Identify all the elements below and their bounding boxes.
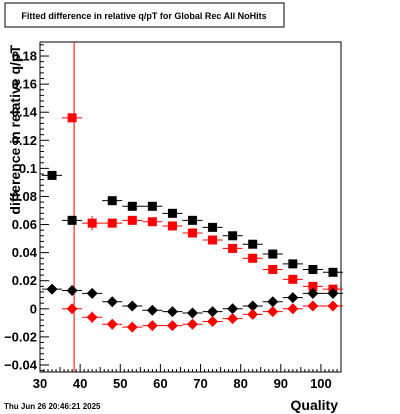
- y-axis-label: difference in relative q/pT: [7, 45, 23, 215]
- data-point-square: [127, 215, 137, 225]
- data-point-diamond: [327, 287, 339, 299]
- data-point-square: [248, 239, 258, 249]
- x-tick-label: 80: [233, 376, 247, 391]
- data-point-square: [127, 201, 137, 211]
- data-point-square: [107, 196, 117, 206]
- y-tick-label: 0.12: [12, 133, 37, 148]
- y-tick-label: 0.08: [12, 189, 37, 204]
- chart-title: Fitted difference in relative q/pT for G…: [21, 11, 266, 21]
- data-point-square: [288, 274, 298, 284]
- data-point-diamond: [307, 287, 319, 299]
- data-point-square: [87, 218, 97, 228]
- x-axis: 30 40 50 60 70 80 90 100: [33, 364, 342, 391]
- data-point-diamond: [46, 283, 58, 295]
- data-point-square: [268, 249, 278, 259]
- y-tick-label: 0.14: [12, 105, 38, 120]
- data-point-square: [328, 267, 338, 277]
- data-point-diamond: [307, 300, 319, 312]
- series-1: [62, 113, 344, 294]
- plot-frame: [39, 41, 342, 373]
- y-axis: −0.04 −0.02 0 0.02 0.04 0.06 0.08 0.1 0.12 0.14 0.…: [4, 44, 49, 372]
- x-tick-label: 40: [73, 376, 87, 391]
- y-tick-label: 0.04: [12, 245, 38, 260]
- data-point-diamond: [287, 292, 299, 304]
- data-point-square: [67, 215, 77, 225]
- data-point-square: [228, 231, 238, 241]
- data-point-diamond: [166, 306, 178, 318]
- y-tick-label: 0.18: [12, 49, 37, 64]
- data-point-square: [147, 217, 157, 227]
- data-point-square: [47, 170, 57, 180]
- data-point-diamond: [106, 318, 118, 330]
- data-point-square: [268, 264, 278, 274]
- data-point-diamond: [86, 311, 98, 323]
- data-point-diamond: [146, 304, 158, 316]
- data-point-diamond: [327, 300, 339, 312]
- data-point-square: [288, 259, 298, 269]
- y-tick-label: 0.16: [12, 77, 37, 92]
- data-point-square: [208, 222, 218, 232]
- x-tick-label: 60: [153, 376, 167, 391]
- data-point-square: [188, 228, 198, 238]
- data-point-diamond: [66, 285, 78, 297]
- x-tick-label: 100: [310, 376, 332, 391]
- data-point-square: [208, 235, 218, 245]
- data-point-diamond: [146, 320, 158, 332]
- data-point-diamond: [207, 306, 219, 318]
- data-point-diamond: [66, 303, 78, 315]
- data-point-square: [228, 243, 238, 253]
- data-point-square: [167, 208, 177, 218]
- timestamp-footer: Thu Jun 26 20:46:21 2025: [4, 402, 101, 411]
- data-point-diamond: [166, 320, 178, 332]
- data-point-diamond: [207, 315, 219, 327]
- data-point-diamond: [227, 313, 239, 325]
- x-tick-label: 30: [33, 376, 47, 391]
- data-point-diamond: [247, 300, 259, 312]
- data-point-diamond: [267, 306, 279, 318]
- y-tick-label: 0: [30, 301, 37, 316]
- y-tick-label: −0.02: [4, 329, 37, 344]
- series-0: [42, 170, 344, 277]
- y-tick-label: −0.04: [4, 357, 38, 372]
- data-point-diamond: [126, 321, 138, 333]
- series-layer: [42, 113, 344, 333]
- data-point-diamond: [227, 303, 239, 315]
- data-point-square: [248, 253, 258, 263]
- series-3: [62, 300, 344, 333]
- title-frame: [4, 2, 285, 28]
- data-point-square: [167, 221, 177, 231]
- data-point-square: [308, 264, 318, 274]
- x-axis-label: Quality: [291, 397, 339, 413]
- x-tick-label: 50: [113, 376, 127, 391]
- data-point-diamond: [287, 303, 299, 315]
- data-point-diamond: [267, 296, 279, 308]
- data-point-diamond: [126, 300, 138, 312]
- title-box: Fitted difference in relative q/pT for G…: [4, 2, 285, 28]
- x-tick-label: 90: [274, 376, 288, 391]
- data-point-square: [67, 113, 77, 123]
- data-point-diamond: [106, 296, 118, 308]
- x-tick-label: 70: [193, 376, 207, 391]
- series-2: [42, 283, 344, 319]
- data-point-square: [308, 281, 318, 291]
- data-point-square: [147, 201, 157, 211]
- data-point-diamond: [247, 308, 259, 320]
- data-point-diamond: [86, 287, 98, 299]
- data-point-square: [188, 215, 198, 225]
- data-point-square: [107, 218, 117, 228]
- data-point-diamond: [187, 318, 199, 330]
- y-tick-label: 0.06: [12, 217, 37, 232]
- y-tick-label: 0.02: [12, 273, 37, 288]
- y-tick-label: 0.1: [19, 161, 37, 176]
- data-point-diamond: [187, 307, 199, 319]
